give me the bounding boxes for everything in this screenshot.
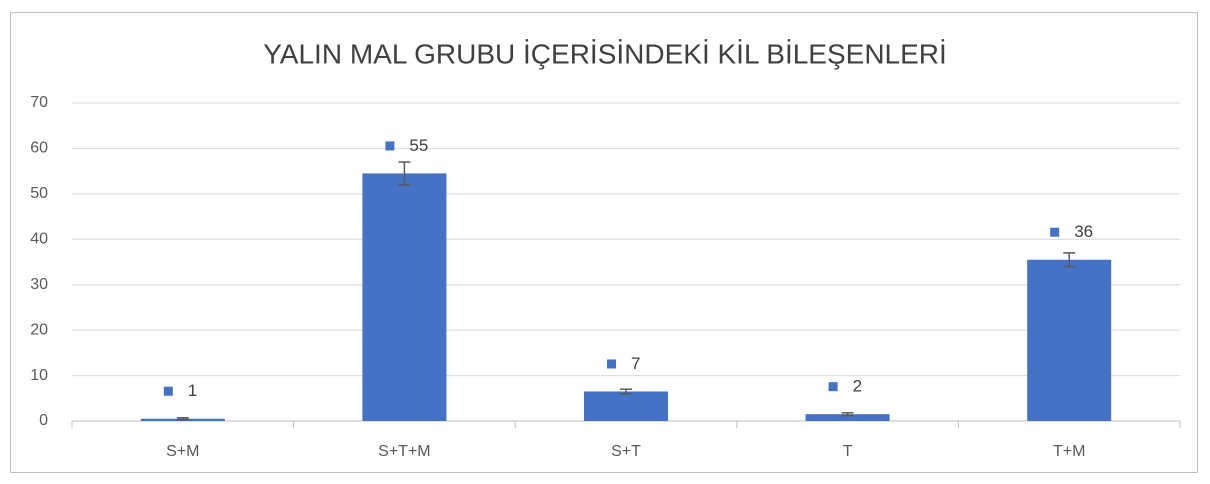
data-label-marker (163, 386, 173, 396)
y-tick-label: 70 (30, 94, 48, 111)
y-tick-label: 30 (30, 276, 48, 293)
y-tick-label: 20 (30, 321, 48, 338)
data-label: 2 (853, 377, 862, 396)
bar (1027, 259, 1112, 421)
error-bar (398, 161, 411, 186)
data-label: 1 (188, 381, 197, 400)
bar (362, 173, 447, 421)
data-label-marker (828, 382, 838, 392)
y-tick-label: 60 (30, 140, 48, 157)
data-label-marker (607, 359, 616, 369)
error-bar (176, 417, 189, 421)
y-tick-label: 0 (39, 412, 48, 429)
y-tick-label: 10 (30, 367, 48, 384)
y-tick-label: 50 (30, 185, 48, 202)
x-tick-label: T (843, 443, 853, 460)
x-tick-label: T+M (1053, 443, 1085, 460)
x-tick-label: S+T (611, 443, 641, 460)
y-tick-label: 40 (30, 231, 48, 248)
bar (584, 391, 668, 421)
data-label: 55 (409, 136, 428, 155)
error-bar (841, 412, 854, 417)
bar (805, 414, 890, 421)
x-tick-label: S+M (166, 443, 199, 460)
error-bar (620, 388, 632, 395)
data-label-marker (385, 141, 395, 151)
data-label-marker (1050, 227, 1060, 237)
x-tick-label: S+T+M (378, 443, 430, 460)
error-bar (1063, 252, 1076, 268)
data-label: 7 (631, 354, 640, 373)
chart-title: YALIN MAL GRUBU İÇERİSİNDEKİ KİL BİLEŞEN… (263, 38, 947, 69)
data-label: 36 (1074, 222, 1093, 241)
